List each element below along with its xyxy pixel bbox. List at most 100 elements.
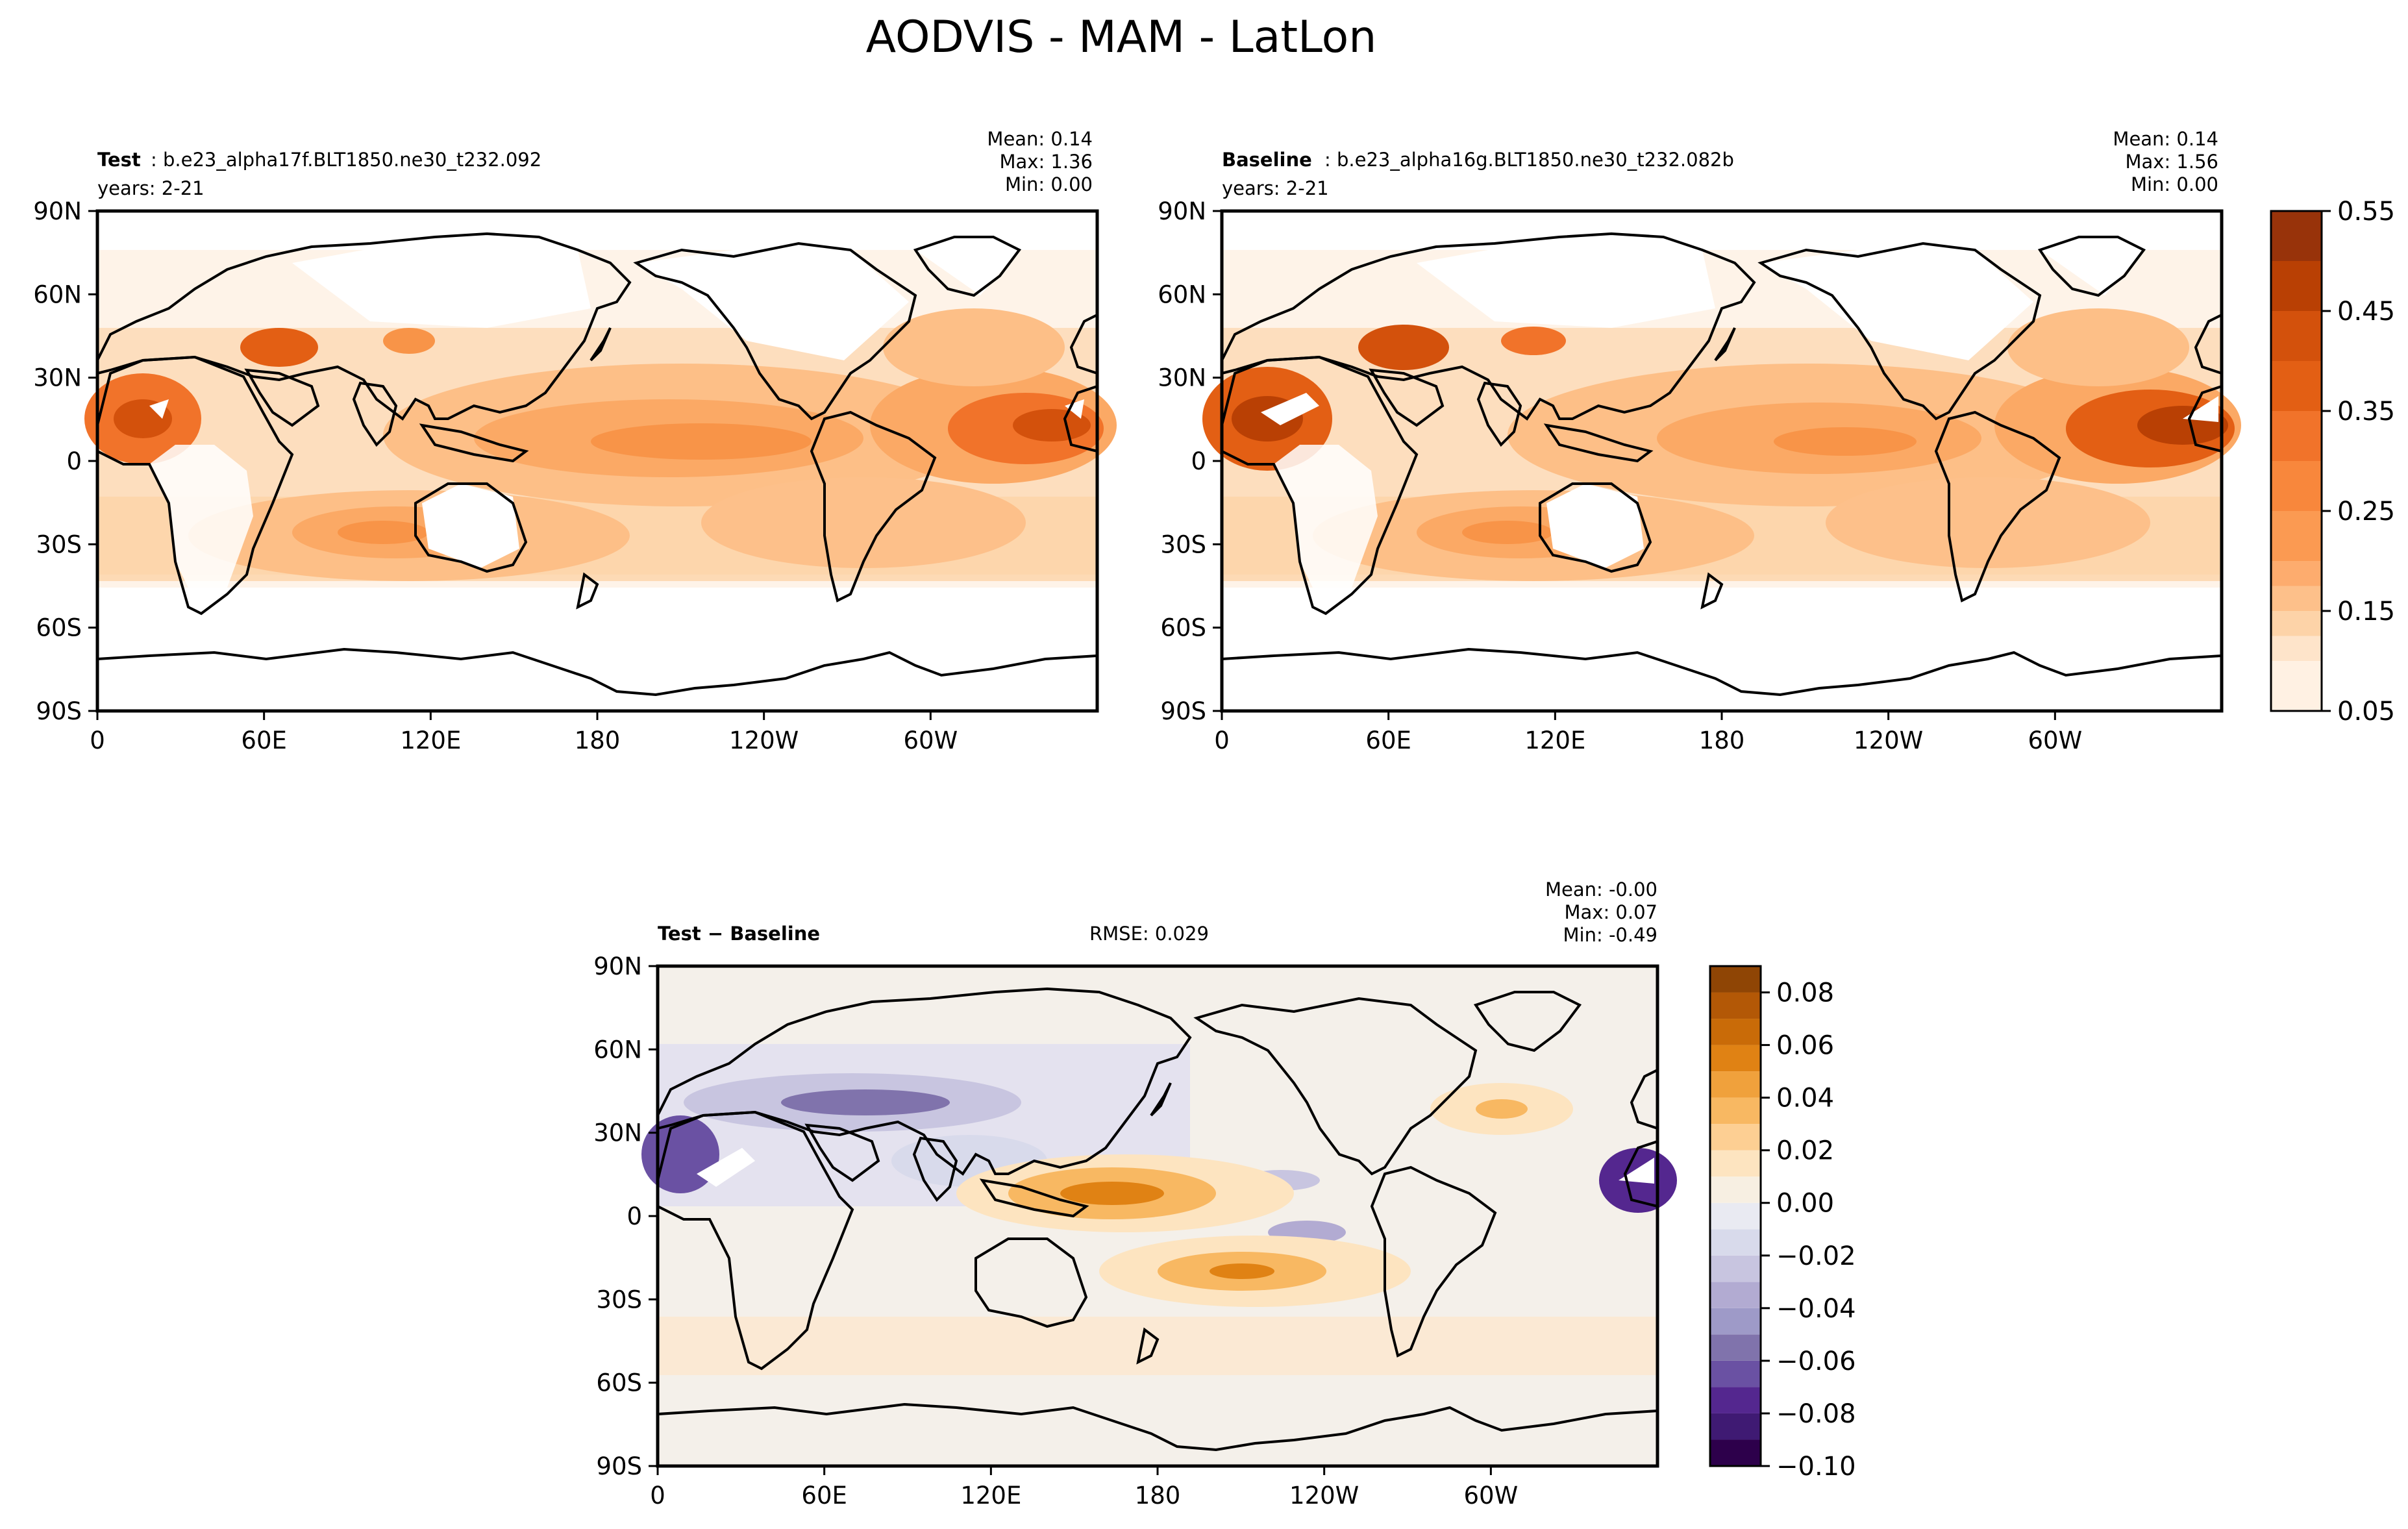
- colorbar-swatch: [1710, 1071, 1761, 1098]
- baseline-case: : b.e23_alpha16g.BLT1850.ne30_t232.082b: [1324, 149, 1734, 171]
- levels-colorbar: 0.55 0.45 0.35 0.25 0.15 0.05: [2270, 197, 2395, 727]
- y-tick-label: 90N: [33, 197, 82, 225]
- colorbar-swatch: [1710, 1387, 1761, 1413]
- x-tick-label: 120E: [1524, 727, 1585, 754]
- colorbar-swatch: [1710, 1045, 1761, 1072]
- colorbar-tick-label: 0.55: [2337, 197, 2395, 227]
- colorbar-tick-label: −0.04: [1776, 1294, 1856, 1324]
- colorbar-tick-label: 0.00: [1776, 1189, 1834, 1219]
- y-tick-label: 60N: [593, 1036, 642, 1063]
- test-mean: Mean: 0.14: [987, 128, 1093, 150]
- colorbar-swatch: [2271, 261, 2322, 311]
- colorbar-swatch: [1710, 1308, 1761, 1335]
- colorbar-swatch: [1710, 1097, 1761, 1125]
- colorbar-swatch: [1710, 1202, 1761, 1230]
- x-tick-label: 0: [90, 727, 105, 754]
- y-tick-label: 30S: [36, 530, 82, 558]
- test-label: Test: [97, 149, 141, 171]
- colorbar-swatch: [1710, 1282, 1761, 1308]
- test-min: Min: 0.00: [1005, 173, 1093, 195]
- colorbar-tick-label: 0.45: [2337, 297, 2395, 327]
- colorbar-swatch: [1710, 1360, 1761, 1387]
- y-tick-label: 30S: [1160, 530, 1206, 558]
- baseline-map: 0 60E 120E 180 120W 60W 90N 60N 30N 0 30S 60S 90S: [1158, 197, 2241, 754]
- baseline-mean: Mean: 0.14: [2113, 128, 2218, 150]
- baseline-years: years: 2-21: [1222, 177, 1329, 199]
- y-tick-label: 60S: [1160, 614, 1206, 642]
- colorbar-swatch: [1710, 1019, 1761, 1045]
- y-tick-label: 90S: [36, 697, 82, 725]
- x-tick-label: 120E: [960, 1482, 1021, 1510]
- colorbar-swatch: [1710, 1413, 1761, 1440]
- difference-max: Max: 0.07: [1564, 901, 1657, 923]
- colorbar-tick-label: −0.02: [1776, 1241, 1856, 1271]
- difference-panel: Test − Baseline RMSE: 0.029 Mean: -0.00 …: [593, 878, 1856, 1510]
- y-tick-label: 90N: [593, 952, 642, 980]
- colorbar-tick-label: 0.08: [1776, 978, 1834, 1008]
- y-tick-label: 60S: [36, 614, 82, 642]
- x-tick-label: 180: [1135, 1482, 1181, 1510]
- colorbar-swatch: [2271, 661, 2322, 711]
- y-tick-label: 30N: [1158, 364, 1206, 392]
- x-tick-label: 180: [1699, 727, 1745, 754]
- colorbar-swatch: [2271, 211, 2322, 261]
- x-tick-label: 120E: [400, 727, 461, 754]
- x-tick-label: 60W: [903, 727, 958, 754]
- baseline-min: Min: 0.00: [2131, 173, 2218, 195]
- y-tick-label: 0: [627, 1202, 642, 1230]
- x-tick-label: 120W: [729, 727, 799, 754]
- difference-mean: Mean: -0.00: [1545, 878, 1657, 901]
- test-max: Max: 1.36: [999, 151, 1093, 173]
- colorbar-swatch: [1710, 1229, 1761, 1256]
- colorbar-swatch: [1710, 992, 1761, 1019]
- colorbar-swatch: [2271, 636, 2322, 661]
- test-case: : b.e23_alpha17f.BLT1850.ne30_t232.092: [151, 149, 541, 171]
- colorbar-swatch: [2271, 561, 2322, 586]
- difference-colorbar: 0.08 0.06 0.04 0.02 0.00 −0.02 −0.04 −0.06 −0.08…: [1709, 965, 1856, 1482]
- colorbar-swatch: [2271, 411, 2322, 461]
- colorbar-tick-label: 0.04: [1776, 1084, 1834, 1113]
- y-tick-label: 30N: [593, 1119, 642, 1147]
- x-tick-label: 120W: [1289, 1482, 1359, 1510]
- x-tick-label: 0: [650, 1482, 665, 1510]
- test-years: years: 2-21: [97, 177, 205, 199]
- colorbar-swatch: [2271, 361, 2322, 411]
- y-tick-label: 0: [1191, 447, 1206, 475]
- colorbar-tick-label: 0.15: [2337, 597, 2395, 627]
- colorbar-tick-label: 0.06: [1776, 1031, 1834, 1061]
- x-tick-label: 180: [575, 727, 621, 754]
- x-tick-label: 120W: [1854, 727, 1923, 754]
- y-tick-label: 60S: [596, 1369, 642, 1397]
- colorbar-swatch: [1710, 1176, 1761, 1203]
- x-tick-label: 0: [1214, 727, 1230, 754]
- colorbar-tick-label: 0.25: [2337, 497, 2395, 527]
- colorbar-swatch: [1710, 1255, 1761, 1282]
- x-tick-label: 60E: [1365, 727, 1411, 754]
- test-map: 0 60E 120E 180 120W 60W 90N 60N 30N 0 30S 60S 90S: [33, 197, 1117, 754]
- y-tick-label: 30N: [33, 364, 82, 392]
- x-tick-label: 60E: [241, 727, 286, 754]
- baseline-label: Baseline: [1222, 149, 1312, 171]
- colorbar-swatch: [2271, 586, 2322, 611]
- y-tick-label: 60N: [33, 280, 82, 308]
- colorbar-swatch: [2271, 461, 2322, 511]
- colorbar-swatch: [2271, 311, 2322, 361]
- difference-label: Test − Baseline: [658, 923, 820, 945]
- y-tick-label: 90N: [1158, 197, 1206, 225]
- y-tick-label: 90S: [596, 1452, 642, 1480]
- figure-title: AODVIS - MAM - LatLon: [866, 12, 1377, 63]
- baseline-max: Max: 1.56: [2125, 151, 2218, 173]
- colorbar-tick-label: 0.02: [1776, 1136, 1834, 1166]
- colorbar-swatch: [1710, 966, 1761, 993]
- y-tick-label: 60N: [1158, 280, 1206, 308]
- baseline-panel: Baseline : b.e23_alpha16g.BLT1850.ne30_t…: [1158, 128, 2395, 754]
- difference-rmse: RMSE: 0.029: [1089, 923, 1209, 945]
- colorbar-swatch: [2271, 611, 2322, 636]
- colorbar-tick-label: −0.08: [1776, 1399, 1856, 1429]
- difference-min: Min: -0.49: [1563, 924, 1657, 946]
- x-tick-label: 60E: [801, 1482, 847, 1510]
- y-tick-label: 30S: [596, 1286, 642, 1313]
- colorbar-swatch: [2271, 511, 2322, 561]
- test-panel: Test : b.e23_alpha17f.BLT1850.ne30_t232.…: [33, 128, 1117, 754]
